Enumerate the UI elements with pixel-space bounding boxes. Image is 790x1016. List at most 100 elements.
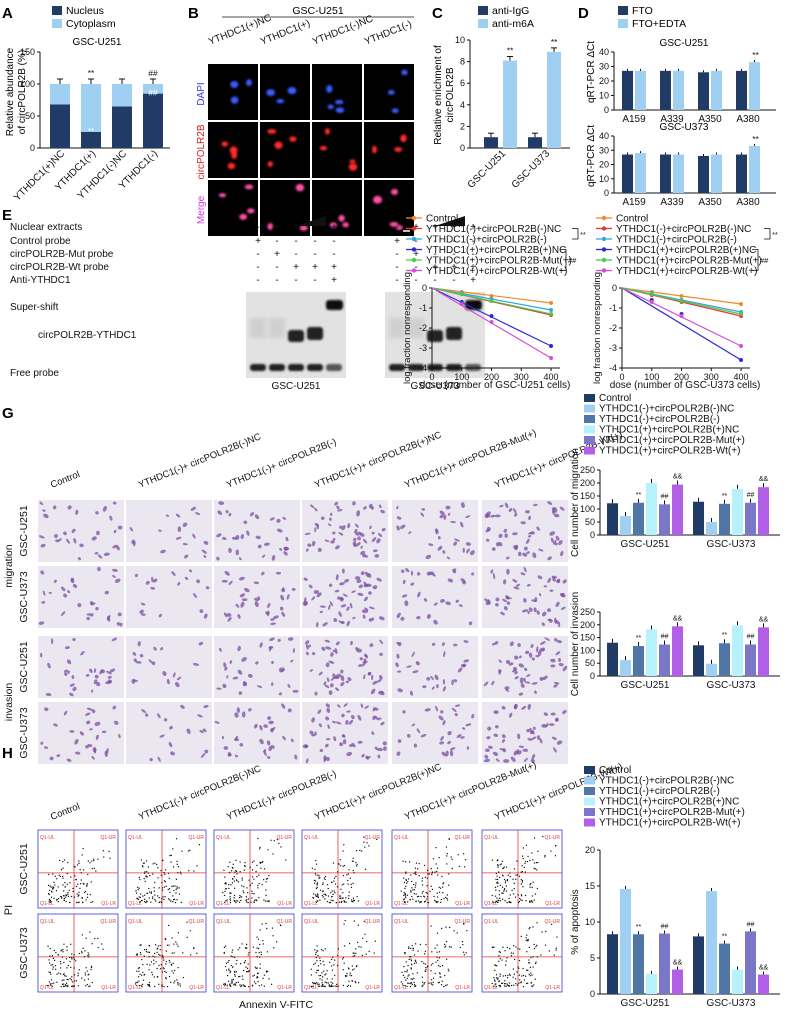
panel-h-event [516, 971, 518, 973]
panel-g-cell [238, 576, 245, 581]
panel-h-event [351, 860, 354, 862]
panel-b-cell [338, 214, 345, 222]
panel-h-event [235, 900, 237, 902]
panel-g-cell [203, 704, 209, 708]
panel-g-cell [346, 710, 351, 713]
panel-d-bar [673, 154, 684, 193]
panel-g-cell [113, 529, 117, 534]
panel-h-event [495, 889, 497, 891]
panel-g-cell [303, 577, 308, 581]
panel-h-event [259, 848, 261, 850]
panel-f-legend-marker [601, 215, 607, 221]
panel-h-event [316, 884, 318, 886]
panel-h-legend-swatch [584, 776, 595, 785]
panel-h-event [136, 981, 139, 983]
panel-h-event [495, 977, 498, 979]
panel-h-event [423, 901, 426, 903]
panel-h-event [169, 961, 171, 963]
panel-a-bar-nucleus [50, 104, 70, 148]
panel-h-event [491, 982, 493, 985]
panel-h-event [342, 865, 344, 867]
panel-h-event [142, 971, 144, 974]
panel-h-event [334, 974, 336, 976]
panel-g-cell [536, 610, 540, 615]
panel-h-quad-label: Q1-UR [544, 835, 560, 841]
panel-g-cell [498, 533, 503, 538]
panel-e-sign: - [395, 249, 398, 260]
panel-g-bar [646, 629, 657, 676]
panel-h-quad-label: Q1-UR [364, 919, 380, 925]
panel-g-cell [342, 734, 346, 738]
panel-g-cell [515, 583, 520, 587]
panel-h-event [315, 972, 317, 974]
panel-h-event [95, 870, 97, 872]
panel-h-event [50, 900, 52, 903]
panel-g-cell [485, 514, 491, 518]
panel-g-cell [253, 581, 260, 585]
panel-h-event [145, 875, 147, 877]
panel-h-event [260, 953, 263, 956]
panel-h-event [257, 837, 259, 840]
panel-h-event [243, 892, 245, 894]
panel-h-event [264, 900, 267, 902]
panel-h-event [529, 859, 531, 862]
panel-h-event [137, 886, 139, 889]
panel-h-event [343, 864, 346, 867]
panel-d-u373-y-tick-label: 20 [599, 160, 609, 170]
panel-g-cell [558, 622, 561, 628]
panel-h-event [262, 977, 264, 979]
panel-f-xlabel: dose (number of GSC-U251 cells) [420, 380, 571, 391]
panel-h-event [260, 951, 262, 953]
panel-h-event [88, 985, 90, 988]
panel-g-cell [378, 690, 384, 695]
panel-h-event [519, 897, 521, 900]
panel-h-event [425, 943, 427, 946]
panel-h-event [413, 984, 416, 986]
panel-h-event [265, 971, 268, 973]
panel-h-event [317, 955, 319, 957]
panel-h-event [253, 981, 256, 983]
panel-f-point [679, 294, 684, 298]
panel-h-event [71, 958, 73, 960]
panel-g-cell [379, 639, 384, 645]
panel-h-event [421, 877, 424, 879]
panel-h-event [505, 885, 508, 887]
panel-h-event [330, 981, 332, 983]
panel-h-event [257, 947, 260, 950]
panel-g-cell [333, 736, 337, 742]
panel-h-event [522, 974, 525, 977]
panel-h-event [80, 879, 82, 881]
panel-g-cell [485, 748, 490, 752]
panel-h-event [49, 947, 51, 950]
panel-h-event [355, 861, 357, 864]
panel-h-event [168, 888, 171, 890]
panel-h-event [268, 900, 270, 903]
panel-a-chart: 050100150YTHDC1(+)NC****YTHDC1(+)YTHDC1(… [12, 47, 170, 203]
panel-h-event [244, 985, 246, 988]
panel-g-cell [334, 589, 340, 593]
panel-h-event [97, 946, 99, 949]
panel-h-event [423, 962, 425, 964]
panel-h-event [77, 883, 79, 885]
panel-h-event [540, 954, 542, 956]
panel-g-cell [486, 526, 491, 532]
panel-e-band-free [250, 364, 266, 371]
panel-g-cell [238, 557, 242, 561]
panel-g-cell [284, 546, 288, 551]
panel-h-event [505, 866, 508, 868]
panel-h-event [328, 985, 330, 987]
panel-h-event [346, 972, 348, 975]
panel-g-cell [553, 508, 558, 514]
panel-f-x-tick-label: 100 [454, 372, 469, 382]
panel-h-event [80, 872, 82, 874]
panel-h-event [462, 922, 465, 925]
panel-g-cell [370, 688, 376, 695]
panel-h-event [357, 941, 359, 944]
panel-h-event [89, 931, 91, 933]
panel-h-event [532, 881, 534, 883]
panel-g-cell [371, 674, 374, 681]
panel-e-sign: - [433, 249, 436, 260]
panel-e-band-free [326, 364, 342, 371]
panel-h-event [406, 985, 408, 987]
panel-h-event [50, 984, 52, 986]
